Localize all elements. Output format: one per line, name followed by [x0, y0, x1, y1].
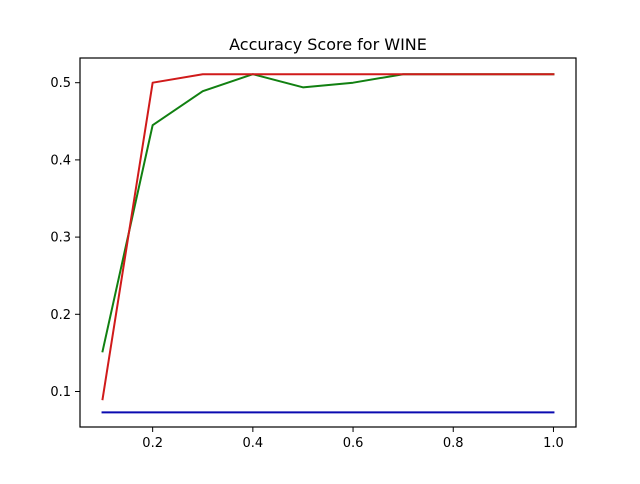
y-tick-label: 0.5 — [50, 76, 71, 91]
axes-layer: 0.2 0.4 0.6 0.8 1.0 0.1 0.2 0.3 0.4 0.5 — [50, 57, 577, 451]
chart-title: Accuracy Score for WINE — [229, 35, 427, 54]
y-tick-label: 0.3 — [50, 231, 71, 246]
series-layer — [101, 73, 555, 414]
series-line-2 — [101, 73, 555, 353]
series-line-3 — [101, 73, 555, 401]
plot-frame — [79, 57, 577, 428]
x-tick-label: 0.8 — [443, 436, 464, 451]
y-tick-label: 0.1 — [50, 385, 71, 400]
x-tick-label: 0.4 — [243, 436, 264, 451]
y-tick-label: 0.4 — [50, 153, 71, 168]
y-tick-label: 0.2 — [50, 308, 71, 323]
x-tick-label: 0.2 — [142, 436, 163, 451]
x-tick-label: 1.0 — [543, 436, 564, 451]
x-tick-label: 0.6 — [343, 436, 364, 451]
